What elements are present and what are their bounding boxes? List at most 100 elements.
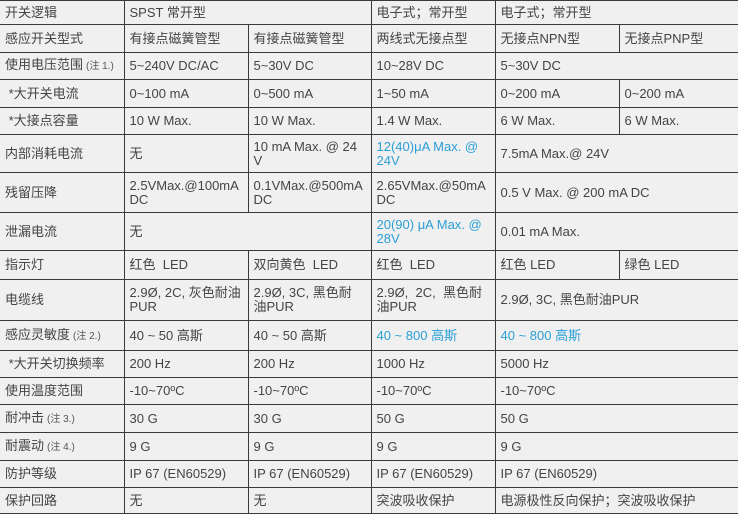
row-label-cell: 泄漏电流 — [0, 212, 125, 251]
table-cell: 50 G — [370, 404, 496, 433]
table-cell: 40 ~ 50 高斯 — [247, 320, 372, 351]
table-cell: 2.5VMax.@100mA DC — [123, 172, 249, 213]
table-cell: 有接点磁簧管型 — [123, 24, 249, 53]
table-cell: 0~500 mA — [247, 79, 372, 108]
table-row: 保护回路无无突波吸收保护 电源极性反向保护；突波吸收保护 — [0, 487, 738, 514]
row-label: 使用温度范围 — [5, 383, 84, 398]
table-cell: 2.65VMax.@50mA DC — [370, 172, 496, 213]
row-label: 使用电压范围 — [5, 57, 84, 72]
table-cell: IP 67 (EN60529) — [494, 460, 738, 488]
table-row: 耐冲击 (注 3.) 30 G 30 G 50 G 50 G — [0, 404, 738, 433]
table-cell: 200 Hz — [247, 350, 372, 378]
table-cell: 9 G — [247, 432, 372, 461]
table-cell: 10 mA Max. @ 24V — [247, 134, 372, 173]
table-cell: 1~50 mA — [370, 79, 496, 108]
row-label-cell: *大开关电流 — [0, 79, 125, 108]
table-cell: 电子式；常开型 — [370, 0, 496, 25]
table-cell: 10 W Max. — [247, 107, 372, 135]
table-cell: 2.9Ø, 2C, 灰色耐油PUR — [123, 279, 249, 321]
table-row: 内部消耗电流 无 10 mA Max. @ 24V 12(40)μA Max. @ 2… — [0, 134, 738, 173]
row-label: *大开关切换频率 — [5, 356, 105, 371]
table-cell: 40 ~ 800 高斯 — [494, 320, 738, 351]
row-label: 电缆线 — [5, 292, 45, 307]
table-cell: 红色 LED — [494, 250, 620, 280]
row-label: 泄漏电流 — [5, 223, 58, 239]
table-row: 感应开关型式 有接点磁簧管型 有接点磁簧管型 两线式无接点型 无接点NPN型 无接点PNP… — [0, 24, 738, 53]
row-label: 感应灵敏度 — [5, 326, 71, 342]
table-cell: 10 W Max. — [123, 107, 249, 135]
table-cell: 无接点NPN型 — [494, 24, 620, 53]
table-cell: -10~70ºC — [370, 377, 496, 405]
table-cell: 9 G — [494, 432, 738, 461]
table-row: 开关逻辑 SPST 常开型 电子式；常开型 电子式；常开型 — [0, 0, 738, 25]
table-cell: 2.9Ø, 3C, 黑色耐油PUR — [494, 279, 738, 321]
table-cell: 30 G — [247, 404, 372, 433]
table-row: *大开关切换频率 200 Hz 200 Hz 1000 Hz 5000 Hz — [0, 350, 738, 378]
row-label-cell: 感应开关型式 — [0, 24, 125, 53]
table-cell: IP 67 (EN60529) — [247, 460, 372, 488]
row-label-cell: 残留压降 — [0, 172, 125, 213]
row-label: 内部消耗电流 — [5, 145, 84, 161]
table-row: *大开关电流 0~100 mA 0~500 mA 1~50 mA 0~200 mA 0~2… — [0, 79, 738, 108]
row-label-cell: *大开关切换频率 — [0, 350, 125, 378]
table-cell: -10~70ºC — [494, 377, 738, 405]
table-row: 防护等级 IP 67 (EN60529) IP 67 (EN60529) IP 67 … — [0, 460, 738, 488]
table-row: 感应灵敏度 (注 2.) 40 ~ 50 高斯 40 ~ 50 高斯 40 ~ 800 … — [0, 320, 738, 351]
row-label-cell: 内部消耗电流 — [0, 134, 125, 173]
table-cell: 0~200 mA — [494, 79, 620, 108]
row-label-cell: 保护回路 — [0, 487, 125, 514]
table-cell: 1000 Hz — [370, 350, 496, 378]
table-cell: 6 W Max. — [494, 107, 620, 135]
row-label: 防护等级 — [5, 466, 58, 481]
table-cell: 5~30V DC — [494, 52, 738, 80]
row-label: 指示灯 — [5, 257, 45, 272]
table-cell: 30 G — [123, 404, 249, 433]
table-cell: 2.9Ø, 3C, 黑色耐油PUR — [247, 279, 372, 321]
row-label-cell: 感应灵敏度 (注 2.) — [0, 320, 125, 351]
table-cell: 20(90) μA Max. @ 28V — [370, 212, 496, 251]
row-note: (注 3.) — [47, 413, 75, 425]
row-label-cell: 耐冲击 (注 3.) — [0, 404, 125, 433]
table-cell: 无 — [123, 212, 372, 251]
row-label-cell: 指示灯 — [0, 250, 125, 280]
table-cell: 无接点PNP型 — [618, 24, 738, 53]
table-cell: 电源极性反向保护；突波吸收保护 — [494, 487, 738, 514]
table-cell: 9 G — [123, 432, 249, 461]
row-note: (注 2.) — [73, 330, 101, 342]
table-row: 残留压降 2.5VMax.@100mA DC 0.1VMax.@500mA DC 2.… — [0, 172, 738, 213]
table-cell: 0~200 mA — [618, 79, 738, 108]
table-cell: 电子式；常开型 — [494, 0, 738, 25]
row-label: 保护回路 — [5, 492, 58, 508]
table-row: *大接点容量 10 W Max. 10 W Max. 1.4 W Max. 6 W Ma… — [0, 107, 738, 135]
row-label: 耐冲击 — [5, 409, 45, 425]
table-cell: 0.5 V Max. @ 200 mA DC — [494, 172, 738, 213]
row-label-cell: 使用温度范围 — [0, 377, 125, 405]
table-row: 使用电压范围 (注 1.) 5~240V DC/AC 5~30V DC 10~28V D… — [0, 52, 738, 80]
row-label-cell: 使用电压范围 (注 1.) — [0, 52, 125, 80]
table-cell: IP 67 (EN60529) — [123, 460, 249, 488]
row-note: (注 4.) — [47, 441, 75, 453]
row-label-cell: 防护等级 — [0, 460, 125, 488]
table-cell: 40 ~ 50 高斯 — [123, 320, 249, 351]
table-cell: 200 Hz — [123, 350, 249, 378]
table-cell: 40 ~ 800 高斯 — [370, 320, 496, 351]
row-label-cell: 耐震动 (注 4.) — [0, 432, 125, 461]
table-cell: 0.1VMax.@500mA DC — [247, 172, 372, 213]
table-cell: 有接点磁簧管型 — [247, 24, 372, 53]
row-note: (注 1.) — [86, 61, 114, 72]
table-cell: 9 G — [370, 432, 496, 461]
row-label: *大接点容量 — [5, 113, 79, 128]
table-cell: 12(40)μA Max. @ 24V — [370, 134, 496, 173]
table-row: 泄漏电流 无 20(90) μA Max. @ 28V 0.01 mA Max. — [0, 212, 738, 251]
row-label: 感应开关型式 — [5, 30, 84, 46]
table-cell: 红色 LED — [370, 250, 496, 280]
table-cell: 绿色 LED — [618, 250, 738, 280]
row-label: 开关逻辑 — [5, 4, 58, 20]
table-cell: 0~100 mA — [123, 79, 249, 108]
table-cell: SPST 常开型 — [123, 0, 372, 25]
row-label: *大开关电流 — [5, 85, 79, 101]
table-cell: 双向黄色 LED — [247, 250, 372, 280]
table-cell: IP 67 (EN60529) — [370, 460, 496, 488]
